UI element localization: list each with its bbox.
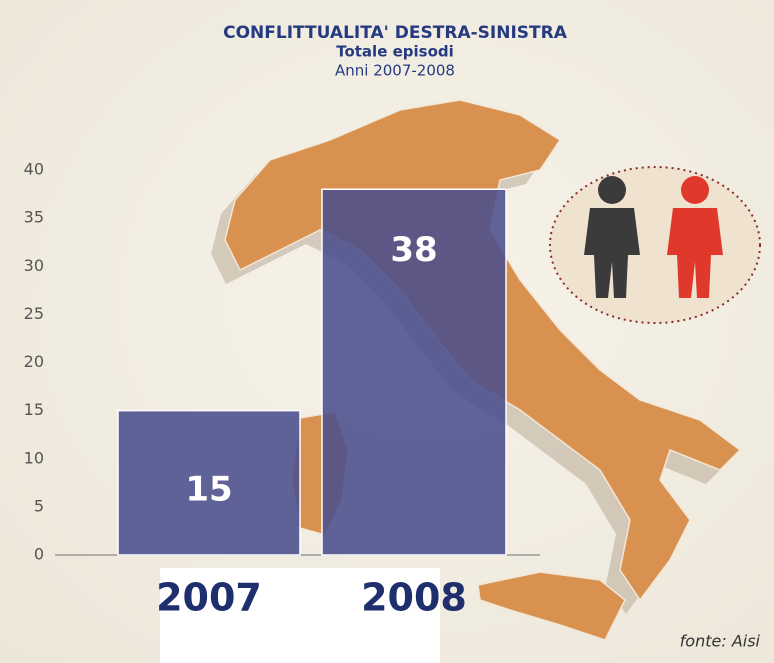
value-label: 38 — [390, 230, 437, 270]
chart-title: CONFLITTUALITA' DESTRA-SINISTRA — [223, 23, 568, 43]
source: fonte: Aisi — [680, 632, 761, 651]
y-tick-label: 15 — [24, 400, 44, 419]
bar — [117, 409, 301, 556]
bar — [321, 188, 507, 556]
y-tick-label: 35 — [24, 208, 44, 227]
y-tick-label: 30 — [24, 256, 44, 275]
y-tick-label: 20 — [24, 352, 44, 371]
x-tick-label: 2008 — [361, 576, 467, 620]
chart-period: Anni 2007-2008 — [335, 62, 455, 80]
x-tick-label: 2007 — [156, 576, 262, 620]
y-tick-label: 25 — [24, 304, 44, 323]
y-tick-label: 5 — [34, 496, 44, 515]
value-label: 15 — [185, 469, 232, 509]
y-tick-label: 0 — [34, 545, 44, 564]
y-tick-label: 10 — [24, 448, 44, 467]
figures-badge — [549, 166, 761, 324]
y-tick-label: 40 — [24, 160, 44, 179]
label-panel — [160, 568, 440, 663]
chart-subtitle: Totale episodi — [336, 43, 454, 61]
